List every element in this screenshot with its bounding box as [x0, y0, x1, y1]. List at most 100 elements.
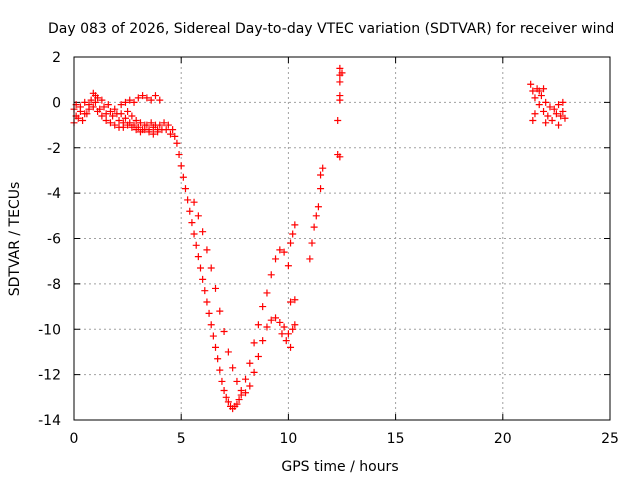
data-point [171, 132, 179, 140]
data-point [111, 121, 119, 129]
data-point [555, 101, 563, 109]
data-point [336, 78, 344, 86]
data-point [85, 105, 93, 113]
data-point [134, 94, 142, 102]
data-point [94, 94, 102, 102]
data-point [224, 348, 232, 356]
y-tick-label: -12 [38, 368, 61, 384]
data-point [79, 117, 87, 125]
data-point [145, 128, 153, 136]
data-point [319, 164, 327, 172]
data-point [289, 325, 297, 333]
data-point [287, 239, 295, 247]
data-point [190, 230, 198, 238]
data-point [537, 92, 545, 100]
data-point [130, 98, 138, 106]
data-point [212, 284, 220, 292]
y-tick-label: -2 [47, 141, 61, 157]
data-point [156, 96, 164, 104]
data-point [259, 337, 267, 345]
data-point [128, 123, 136, 131]
data-point [291, 321, 299, 329]
data-point [154, 126, 162, 134]
y-tick-label: 2 [52, 50, 61, 66]
data-point [246, 359, 254, 367]
data-point [280, 323, 288, 331]
data-point [336, 92, 344, 100]
data-point [124, 107, 132, 115]
data-point [147, 96, 155, 104]
data-point [207, 264, 215, 272]
x-tick-label: 15 [387, 431, 405, 447]
x-tick-label: 0 [70, 431, 79, 447]
data-point [164, 121, 172, 129]
ticks: 0 5 10 15 20 25 -14 -12 -10 -8 -6 -4 -2 0 2 [38, 50, 619, 447]
data-point [222, 393, 230, 401]
data-point [263, 323, 271, 331]
data-point [531, 110, 539, 118]
data-point [115, 117, 123, 125]
data-point [246, 382, 254, 390]
data-point [276, 318, 284, 326]
data-point [250, 368, 258, 376]
data-point [109, 112, 117, 120]
data-point [196, 264, 204, 272]
data-point [546, 103, 554, 111]
data-point [94, 107, 102, 115]
data-point [254, 321, 262, 329]
data-point [561, 114, 569, 122]
data-point [81, 110, 89, 118]
data-point [314, 203, 322, 211]
data-point [111, 105, 119, 113]
data-point [263, 289, 271, 297]
data-point [162, 126, 170, 134]
y-tick-label: -6 [47, 232, 61, 248]
data-point [317, 185, 325, 193]
data-point [147, 119, 155, 127]
data-point [254, 352, 262, 360]
data-point [334, 117, 342, 125]
series-descent-second [190, 198, 299, 397]
data-point [312, 212, 320, 220]
data-point [143, 94, 151, 102]
data-point [237, 391, 245, 399]
grid [74, 57, 610, 420]
data-point [192, 241, 200, 249]
data-point [201, 287, 209, 295]
data-point [229, 364, 237, 372]
y-tick-label: -4 [47, 186, 61, 202]
data-point [317, 171, 325, 179]
data-point [141, 126, 149, 134]
data-point [179, 173, 187, 181]
data-point [559, 98, 567, 106]
series-late-spikes [334, 64, 346, 161]
data-point [216, 307, 224, 315]
data-point [136, 119, 144, 127]
data-point [267, 316, 275, 324]
x-axis-title: GPS time / hours [281, 459, 398, 475]
data-point [308, 239, 316, 247]
data-point [102, 110, 110, 118]
data-point [181, 185, 189, 193]
series-early-main [70, 89, 243, 413]
data-point [188, 219, 196, 227]
data-point [242, 389, 250, 397]
data-point [186, 207, 194, 215]
data-point [81, 98, 89, 106]
y-tick-label: -8 [47, 277, 61, 293]
data-point [540, 107, 548, 115]
data-point [559, 107, 567, 115]
series-cluster-21 [527, 80, 569, 129]
data-point [175, 151, 183, 159]
y-tick-label: 0 [52, 95, 61, 111]
data-point [218, 377, 226, 385]
data-point [282, 337, 290, 345]
data-point [207, 321, 215, 329]
data-point [177, 162, 185, 170]
data-point [272, 255, 280, 263]
data-point [284, 262, 292, 270]
data-point [156, 121, 164, 129]
data-point [132, 126, 140, 134]
data-point [527, 80, 535, 88]
